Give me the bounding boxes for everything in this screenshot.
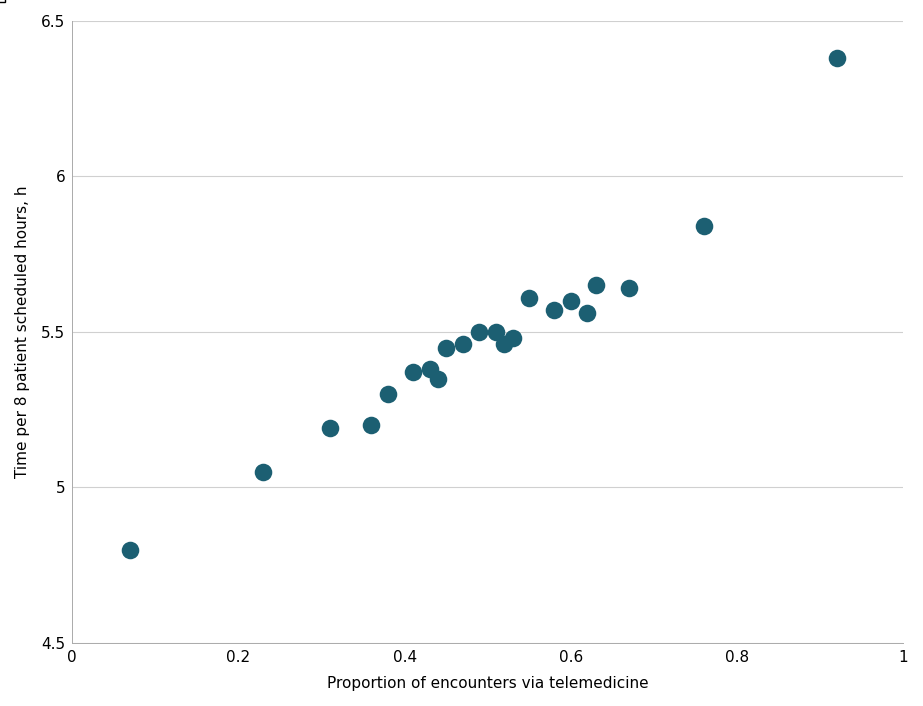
Point xyxy=(521,292,536,304)
Point xyxy=(505,333,520,344)
Point xyxy=(696,220,711,232)
Point xyxy=(472,326,486,337)
Point xyxy=(256,466,270,477)
Point xyxy=(621,283,636,294)
Point xyxy=(580,308,594,319)
Point xyxy=(830,53,845,64)
Point xyxy=(563,295,578,306)
Point xyxy=(422,364,437,375)
X-axis label: Proportion of encounters via telemedicine: Proportion of encounters via telemedicin… xyxy=(327,676,649,691)
Point xyxy=(546,304,561,316)
Point xyxy=(405,366,420,378)
Point xyxy=(438,342,453,353)
Point xyxy=(497,339,511,350)
Point xyxy=(488,326,503,337)
Point xyxy=(364,419,378,431)
Point xyxy=(123,544,138,556)
Y-axis label: Time per 8 patient scheduled hours, h: Time per 8 patient scheduled hours, h xyxy=(15,186,30,478)
Point xyxy=(430,373,445,384)
Point xyxy=(322,423,337,434)
Point xyxy=(380,388,395,400)
Point xyxy=(455,339,470,350)
Point xyxy=(588,280,603,291)
